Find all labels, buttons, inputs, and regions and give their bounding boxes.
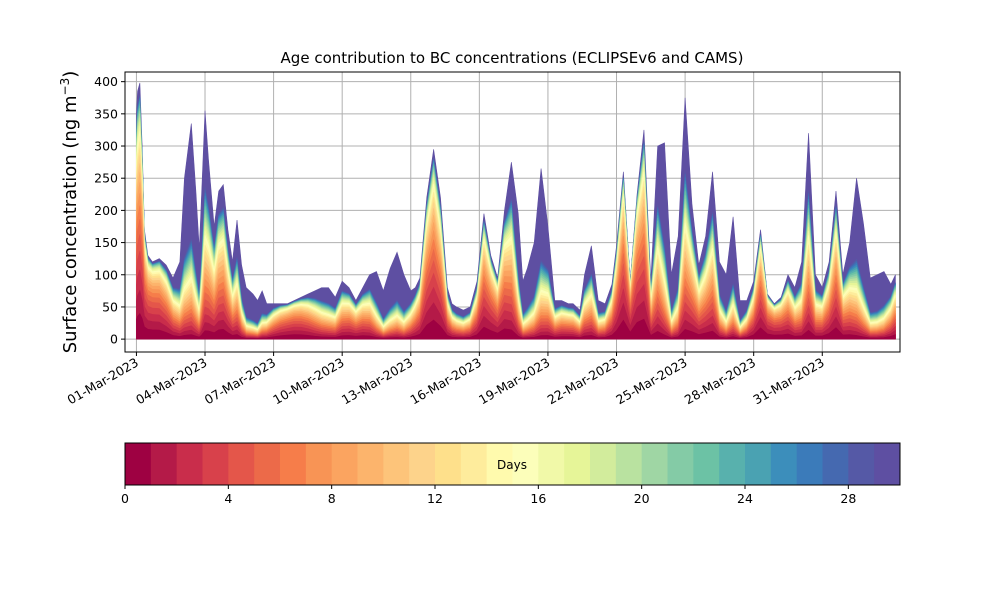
colorbar-band — [228, 443, 255, 485]
x-tick-label: 31-Mar-2023 — [750, 355, 826, 408]
colorbar-tick-label: 20 — [634, 491, 650, 506]
colorbar-band — [693, 443, 720, 485]
colorbar-band — [409, 443, 436, 485]
colorbar-band — [641, 443, 668, 485]
colorbar-band — [848, 443, 875, 485]
age-stacked-areas — [136, 82, 896, 340]
y-axis-label-exponent: −3 — [58, 78, 72, 96]
x-tick-label: 28-Mar-2023 — [682, 355, 758, 408]
colorbar-band — [150, 443, 178, 485]
colorbar-tick-label: 0 — [121, 491, 129, 506]
colorbar-tick-label: 16 — [530, 491, 546, 506]
colorbar-band — [357, 443, 384, 485]
colorbar-band — [770, 443, 798, 485]
y-tick-label: 150 — [94, 235, 118, 250]
x-tick-label: 04-Mar-2023 — [133, 355, 209, 408]
y-axis-label-main: Surface concentration (ng m — [60, 95, 81, 353]
colorbar-band — [125, 443, 152, 485]
age-band-area — [136, 269, 896, 340]
y-tick-label: 200 — [94, 203, 118, 218]
colorbar-band — [796, 443, 823, 485]
x-tick-label: 25-Mar-2023 — [613, 355, 689, 408]
colorbar-band — [331, 443, 358, 485]
colorbar-band — [254, 443, 281, 485]
age-band-area — [136, 250, 896, 340]
colorbar-band — [280, 443, 307, 485]
colorbar-band — [460, 443, 488, 485]
colorbar-band — [667, 443, 694, 485]
colorbar-band — [383, 443, 410, 485]
colorbar-band — [745, 443, 772, 485]
colorbar-band — [538, 443, 565, 485]
colorbar-band — [202, 443, 229, 485]
y-tick-label: 400 — [94, 74, 118, 89]
colorbar: Days 0 4 8 12 16 20 24 28 — [121, 442, 901, 506]
colorbar-band — [564, 443, 591, 485]
colorbar-band — [176, 443, 203, 485]
age-band-area — [136, 219, 896, 340]
y-axis-label-close: ) — [60, 71, 81, 78]
colorbar-band — [874, 443, 901, 485]
colorbar-frame — [124, 442, 901, 486]
colorbar-band — [435, 443, 462, 485]
colorbar-band — [822, 443, 849, 485]
y-tick-label: 100 — [94, 267, 118, 282]
x-tick-label: 10-Mar-2023 — [270, 355, 346, 408]
colorbar-band — [719, 443, 746, 485]
axes-frame — [124, 71, 901, 353]
y-tick-label: 0 — [110, 332, 118, 347]
colorbar-tick-label: 4 — [224, 491, 232, 506]
colorbar-band — [486, 443, 513, 485]
colorbar-label: Days — [497, 458, 527, 472]
colorbar-tick-label: 8 — [328, 491, 336, 506]
y-axis: 0 50 100 150 200 250 300 350 400 — [94, 74, 125, 347]
colorbar-tick-label: 12 — [427, 491, 443, 506]
colorbar-bands — [125, 443, 901, 485]
colorbar-band — [305, 443, 333, 485]
age-band-area — [136, 205, 896, 340]
x-tick-label: 13-Mar-2023 — [339, 355, 415, 408]
x-tick-label: 16-Mar-2023 — [407, 355, 483, 408]
y-tick-label: 300 — [94, 139, 118, 154]
colorbar-ticks: 0 4 8 12 16 20 24 28 — [121, 485, 856, 506]
x-axis: 01-Mar-202304-Mar-202307-Mar-202310-Mar-… — [65, 352, 827, 407]
y-tick-label: 50 — [102, 299, 118, 314]
x-tick-label: 01-Mar-2023 — [65, 355, 141, 408]
y-tick-label: 350 — [94, 106, 118, 121]
colorbar-band — [615, 443, 643, 485]
age-band-area — [136, 234, 896, 340]
colorbar-tick-label: 28 — [840, 491, 856, 506]
colorbar-band — [512, 443, 539, 485]
colorbar-band — [590, 443, 617, 485]
y-axis-label: Surface concentration (ng m−3) — [58, 71, 81, 354]
x-tick-label: 19-Mar-2023 — [476, 355, 552, 408]
x-tick-label: 07-Mar-2023 — [202, 355, 278, 408]
colorbar-tick-label: 24 — [737, 491, 753, 506]
chart-title: Age contribution to BC concentrations (E… — [281, 49, 744, 67]
x-tick-label: 22-Mar-2023 — [545, 355, 621, 408]
age-band-area — [136, 312, 896, 340]
y-tick-label: 250 — [94, 171, 118, 186]
